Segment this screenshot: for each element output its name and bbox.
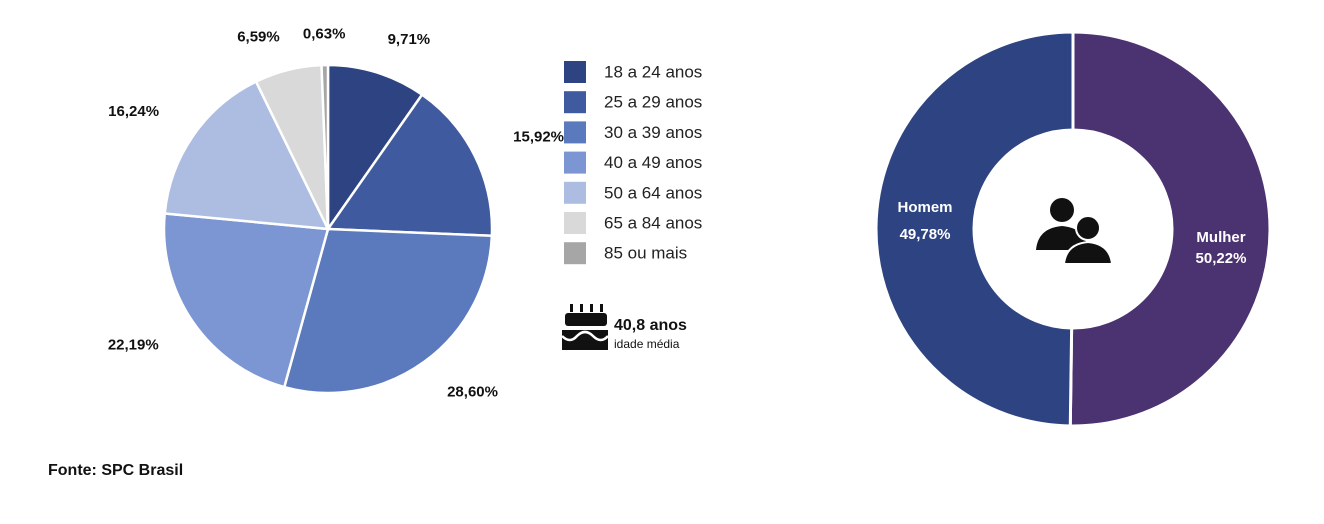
annotation: 40,8 anos bbox=[614, 317, 687, 334]
data-label: 28,60% bbox=[447, 383, 498, 400]
pie-slice bbox=[325, 92, 494, 238]
pie-slice bbox=[163, 79, 331, 231]
donut-slice bbox=[1068, 30, 1272, 428]
cake-icon bbox=[561, 304, 609, 350]
legend-swatch bbox=[564, 91, 586, 114]
icon-part bbox=[1062, 240, 1114, 265]
legend-label: 18 a 24 anos bbox=[604, 62, 702, 81]
legend-swatch bbox=[564, 151, 586, 174]
legend-label: 50 a 64 anos bbox=[604, 183, 702, 202]
data-label: 15,92% bbox=[513, 128, 564, 145]
slice-name: Homem bbox=[897, 199, 952, 216]
legend-label: 30 a 39 anos bbox=[604, 123, 702, 142]
people-icon bbox=[1036, 198, 1114, 265]
data-label: 50,22% bbox=[1196, 250, 1247, 267]
icon-part bbox=[1075, 215, 1101, 241]
data-label: 49,78% bbox=[900, 226, 951, 243]
data-label: 16,24% bbox=[108, 103, 159, 120]
slice-name: Mulher bbox=[1196, 229, 1245, 246]
icon-part bbox=[1050, 198, 1074, 222]
source: Fonte: SPC Brasil bbox=[48, 462, 183, 479]
legend-swatch bbox=[564, 212, 586, 234]
data-label: 6,59% bbox=[237, 29, 280, 46]
data-label: 0,63% bbox=[303, 26, 346, 43]
legend-label: 25 a 29 anos bbox=[604, 93, 702, 112]
data-label: 22,19% bbox=[108, 337, 159, 354]
icon-part bbox=[1036, 226, 1088, 250]
annotation: idade média bbox=[614, 337, 680, 351]
legend-label: 65 a 84 anos bbox=[604, 213, 702, 232]
legend-swatch bbox=[564, 242, 586, 265]
donut-slice bbox=[874, 30, 1075, 428]
legend-swatch bbox=[564, 181, 586, 204]
legend-swatch bbox=[564, 121, 586, 144]
pie-slice bbox=[320, 63, 330, 230]
legend-label: 40 a 49 anos bbox=[604, 153, 702, 172]
pie-slice bbox=[162, 212, 330, 389]
pie-slice bbox=[326, 63, 424, 233]
data-label: 9,71% bbox=[388, 31, 431, 48]
pie-slice bbox=[282, 227, 494, 395]
legend-swatch bbox=[564, 61, 586, 83]
legend-label: 85 ou mais bbox=[604, 244, 687, 263]
